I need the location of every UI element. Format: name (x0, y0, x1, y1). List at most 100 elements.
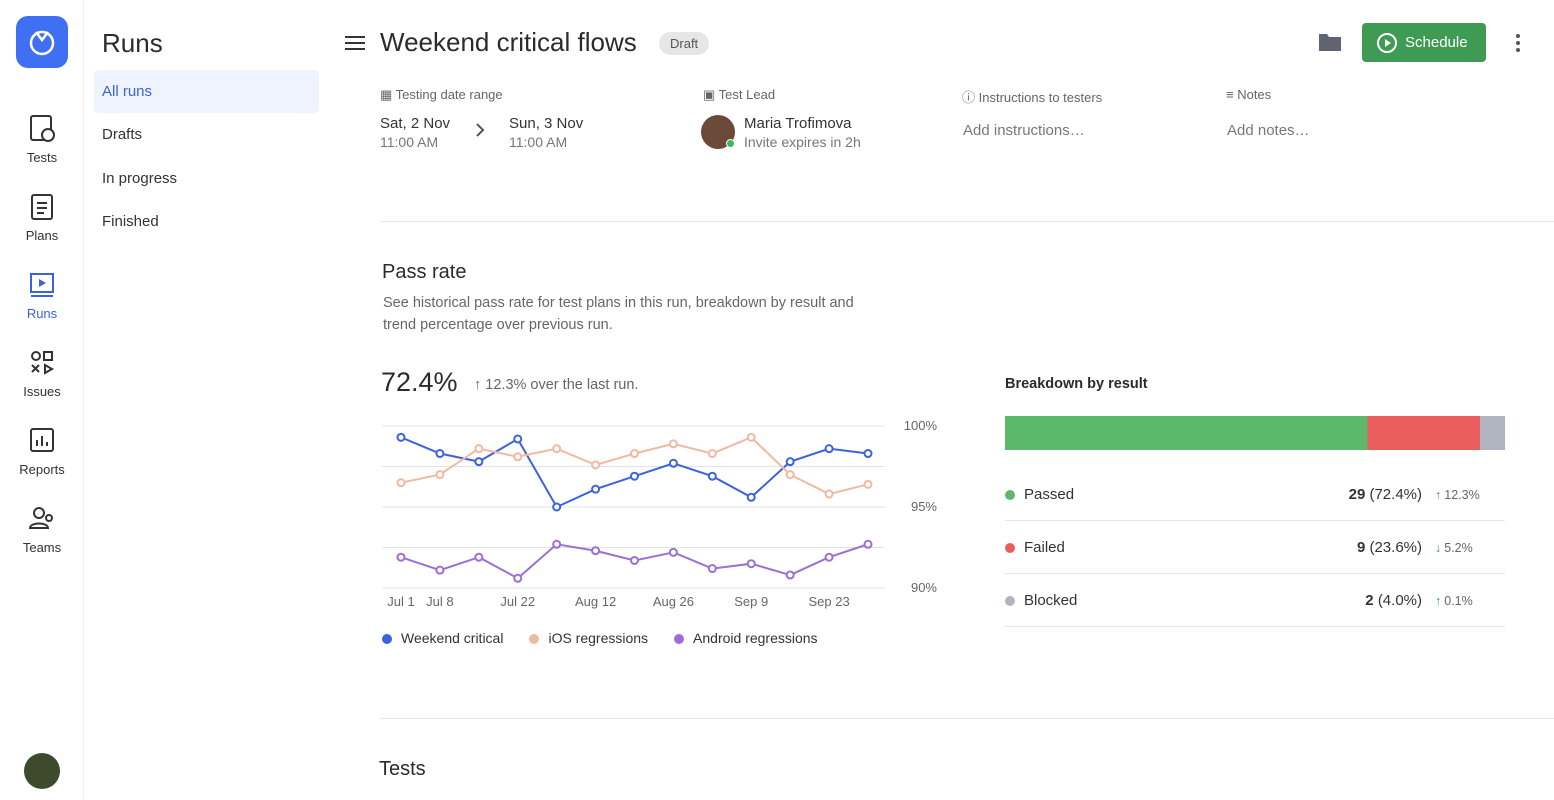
meta-label: ▣ Test Lead (703, 87, 776, 102)
nav-label: Tests (26, 150, 58, 165)
meta-label: ▦ Testing date range (380, 87, 503, 102)
schedule-button[interactable]: Schedule (1362, 23, 1486, 62)
nav-rail: Tests Plans Runs Issues Reports Teams (0, 0, 84, 800)
result-count: 2 (4.0%) (1365, 592, 1422, 609)
legend-label: Android regressions (693, 630, 818, 646)
data-point (863, 539, 873, 549)
legend-dot (529, 634, 540, 644)
trend-value: 0.1% (1444, 594, 1473, 608)
nav-label: Plans (25, 228, 59, 243)
sidebar-item[interactable]: Drafts (102, 126, 143, 143)
data-point (785, 470, 795, 480)
result-trend: ↓ 5.2% (1435, 541, 1473, 555)
more-icon[interactable] (1512, 32, 1524, 54)
logo[interactable] (16, 16, 68, 68)
start-date: Sat, 2 Nov (380, 115, 451, 132)
result-row: Passed 29 (72.4%) ↑ 12.3% (1005, 468, 1505, 521)
nav-label: Runs (26, 306, 58, 321)
data-point (435, 470, 445, 480)
nav-runs[interactable]: Runs (0, 270, 84, 321)
lead-note: Invite expires in 2h (744, 134, 861, 150)
result-label: Failed (1024, 539, 1065, 556)
result-label: Blocked (1024, 592, 1078, 609)
result-name: Blocked (1005, 592, 1077, 609)
data-point (630, 471, 639, 481)
result-row: Blocked 2 (4.0%) ↑ 0.1% (1005, 574, 1505, 627)
data-point (552, 539, 562, 549)
data-point (824, 552, 834, 562)
result-dot (1005, 490, 1015, 500)
meta-label: ≡ Notes (1226, 87, 1272, 102)
data-point (863, 479, 873, 489)
data-point (591, 460, 601, 470)
start-time: 11:00 AM (380, 134, 439, 150)
folder-icon[interactable] (1318, 32, 1342, 52)
notes-input[interactable]: Add notes… (1227, 122, 1310, 139)
bar-segment (1480, 416, 1505, 450)
result-name: Failed (1005, 539, 1065, 556)
trend-arrow: ↑ (1435, 594, 1442, 608)
data-point (746, 559, 756, 569)
online-dot (726, 139, 735, 148)
bar-segment (1005, 416, 1368, 450)
nav-tests[interactable]: Tests (0, 114, 84, 165)
divider (380, 221, 1554, 222)
play-icon (1377, 33, 1397, 53)
data-point (474, 552, 484, 562)
instructions-input[interactable]: Add instructions… (963, 122, 1085, 139)
data-point (668, 439, 678, 449)
nav-label: Reports (19, 462, 65, 477)
data-point (396, 552, 406, 562)
status-badge: Draft (659, 32, 710, 55)
divider (380, 718, 1554, 719)
menu-icon[interactable] (344, 34, 366, 52)
sidebar-item[interactable]: In progress (102, 170, 178, 187)
end-date: Sun, 3 Nov (509, 115, 584, 132)
nav-teams[interactable]: Teams (0, 504, 84, 555)
trend-value: 12.3% (1444, 488, 1480, 502)
result-count: 9 (23.6%) (1357, 539, 1422, 556)
data-point (824, 489, 834, 499)
result-dot (1005, 596, 1015, 606)
section-title: Tests (379, 758, 426, 780)
data-point (630, 449, 639, 459)
data-point (707, 471, 717, 481)
data-point (435, 449, 445, 459)
nav-reports[interactable]: Reports (0, 426, 84, 477)
data-point (591, 484, 601, 494)
series-line (400, 436, 869, 496)
data-point (785, 570, 795, 580)
nav-label: Teams (22, 540, 62, 555)
count-value: 2 (1365, 592, 1374, 609)
trend-arrow: ↑ (1435, 488, 1442, 502)
page-title: Weekend critical flows (380, 27, 637, 57)
icon (31, 194, 53, 220)
trend-label: 12.3% over the last run. (485, 377, 639, 393)
nav-issues[interactable]: Issues (0, 348, 84, 399)
result-trend: ↑ 12.3% (1435, 488, 1480, 502)
share-value: (4.0%) (1377, 592, 1422, 609)
legend-dot (382, 634, 392, 644)
sidebar-item[interactable]: Finished (102, 213, 159, 230)
data-point (707, 449, 717, 459)
y-tick-label: 95% (911, 499, 937, 514)
data-point (396, 432, 406, 442)
data-point (785, 457, 795, 467)
icon (30, 428, 54, 452)
nav-plans[interactable]: Plans (0, 192, 84, 243)
label-text: Testing date range (395, 87, 503, 102)
legend-item: Android regressions (674, 630, 818, 646)
share-value: (23.6%) (1369, 539, 1422, 556)
sidebar-item[interactable]: All runs (94, 70, 319, 113)
trend-text: ↑ 12.3% over the last run. (474, 377, 639, 393)
y-tick-label: 100% (904, 418, 938, 433)
lead-name: Maria Trofimova (744, 115, 852, 132)
data-point (474, 457, 484, 467)
data-point (668, 547, 678, 557)
legend-label: Weekend critical (401, 630, 504, 646)
result-name: Passed (1005, 486, 1074, 503)
arrow-icon (476, 123, 485, 137)
legend-item: Weekend critical (382, 630, 503, 646)
user-avatar[interactable] (24, 753, 60, 789)
